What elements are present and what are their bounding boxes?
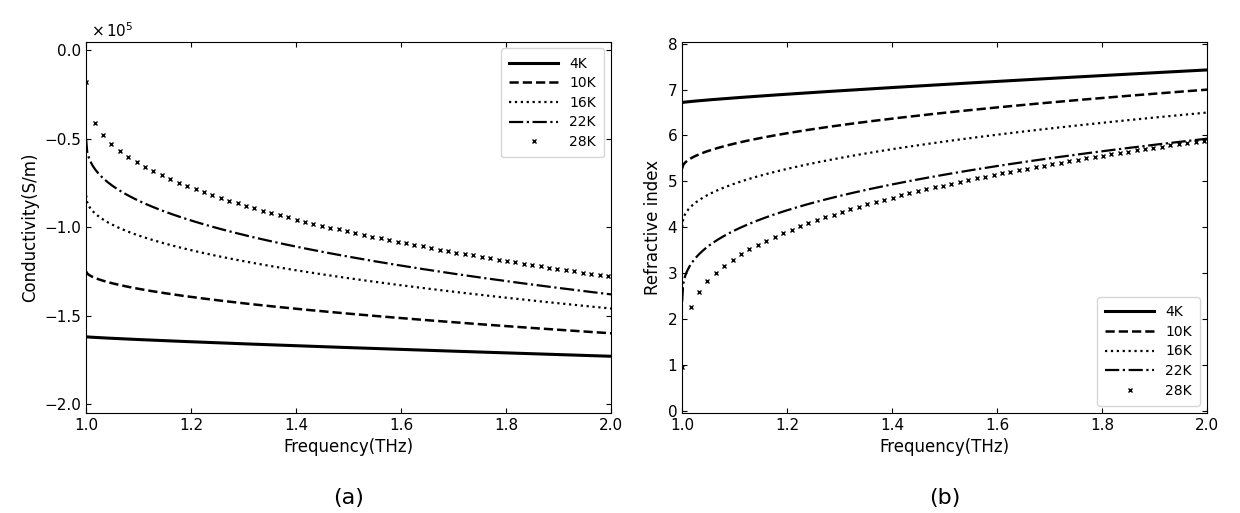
Line: 16K: 16K	[682, 112, 1207, 227]
Text: (b): (b)	[929, 488, 960, 508]
Line: 28K: 28K	[680, 138, 1207, 369]
10K	[591, 329, 606, 336]
16K	[591, 304, 606, 310]
4K	[675, 100, 689, 106]
16K	[78, 192, 93, 199]
Y-axis label: Conductivity(S/m): Conductivity(S/m)	[21, 152, 38, 302]
16K	[1199, 109, 1214, 115]
28K	[818, 214, 833, 221]
16K	[391, 282, 405, 288]
28K	[440, 248, 455, 254]
10K	[928, 111, 942, 117]
Y-axis label: Refractive index: Refractive index	[644, 160, 662, 295]
10K	[1199, 87, 1214, 93]
28K	[936, 183, 951, 189]
28K	[1188, 139, 1203, 145]
4K	[329, 344, 343, 350]
16K	[959, 135, 973, 142]
16K	[924, 140, 939, 146]
4K	[987, 78, 1002, 85]
Legend: 4K, 10K, 16K, 22K, 28K: 4K, 10K, 16K, 22K, 28K	[501, 48, 604, 157]
22K	[391, 262, 405, 268]
Legend: 4K, 10K, 16K, 22K, 28K: 4K, 10K, 16K, 22K, 28K	[1097, 297, 1200, 406]
10K	[924, 111, 939, 117]
22K	[987, 163, 1002, 169]
10K	[604, 330, 619, 337]
22K	[959, 168, 973, 174]
4K	[959, 80, 973, 86]
22K	[591, 290, 606, 296]
4K	[331, 344, 346, 350]
16K	[329, 273, 343, 280]
22K	[1187, 137, 1202, 143]
28K	[600, 273, 615, 279]
10K	[363, 312, 378, 319]
4K	[1187, 68, 1202, 74]
Line: 28K: 28K	[83, 80, 610, 279]
16K	[363, 278, 378, 284]
22K	[1105, 147, 1120, 153]
28K	[835, 209, 849, 215]
X-axis label: Frequency(THz): Frequency(THz)	[879, 438, 1009, 456]
16K	[987, 132, 1002, 138]
Text: $\times\,10^5$: $\times\,10^5$	[92, 21, 134, 40]
28K	[78, 79, 93, 85]
4K	[508, 350, 523, 357]
16K	[331, 273, 346, 280]
10K	[78, 268, 93, 274]
4K	[1105, 72, 1120, 78]
Line: 10K: 10K	[682, 90, 1207, 168]
10K	[508, 324, 523, 330]
10K	[329, 309, 343, 315]
4K	[604, 353, 619, 359]
28K	[222, 198, 237, 204]
16K	[928, 140, 942, 146]
10K	[959, 107, 973, 113]
10K	[331, 310, 346, 316]
28K	[340, 228, 355, 234]
16K	[1105, 119, 1120, 125]
28K	[1197, 137, 1211, 144]
22K	[928, 173, 942, 180]
28K	[919, 186, 934, 192]
28K	[591, 272, 606, 278]
22K	[329, 251, 343, 258]
4K	[924, 82, 939, 88]
22K	[675, 299, 689, 305]
22K	[508, 280, 523, 286]
16K	[604, 305, 619, 311]
22K	[1199, 135, 1214, 142]
16K	[1187, 111, 1202, 117]
Text: (a): (a)	[334, 488, 365, 508]
22K	[604, 291, 619, 298]
28K	[1037, 163, 1052, 169]
Line: 4K: 4K	[86, 337, 611, 356]
4K	[78, 334, 93, 340]
22K	[363, 258, 378, 264]
28K	[675, 364, 689, 370]
Line: 10K: 10K	[86, 271, 611, 333]
22K	[331, 252, 346, 258]
4K	[391, 346, 405, 352]
4K	[928, 82, 942, 88]
Line: 22K: 22K	[682, 139, 1207, 302]
Line: 22K: 22K	[86, 139, 611, 294]
10K	[675, 165, 689, 171]
22K	[78, 135, 93, 142]
X-axis label: Frequency(THz): Frequency(THz)	[284, 438, 414, 456]
22K	[924, 174, 939, 180]
10K	[987, 105, 1002, 111]
28K	[322, 225, 337, 231]
16K	[508, 296, 523, 302]
4K	[1199, 67, 1214, 73]
4K	[591, 353, 606, 359]
Line: 16K: 16K	[86, 195, 611, 308]
28K	[238, 203, 253, 209]
10K	[1187, 88, 1202, 94]
16K	[675, 224, 689, 230]
4K	[363, 345, 378, 351]
10K	[1105, 94, 1120, 100]
10K	[391, 315, 405, 321]
Line: 4K: 4K	[682, 70, 1207, 103]
